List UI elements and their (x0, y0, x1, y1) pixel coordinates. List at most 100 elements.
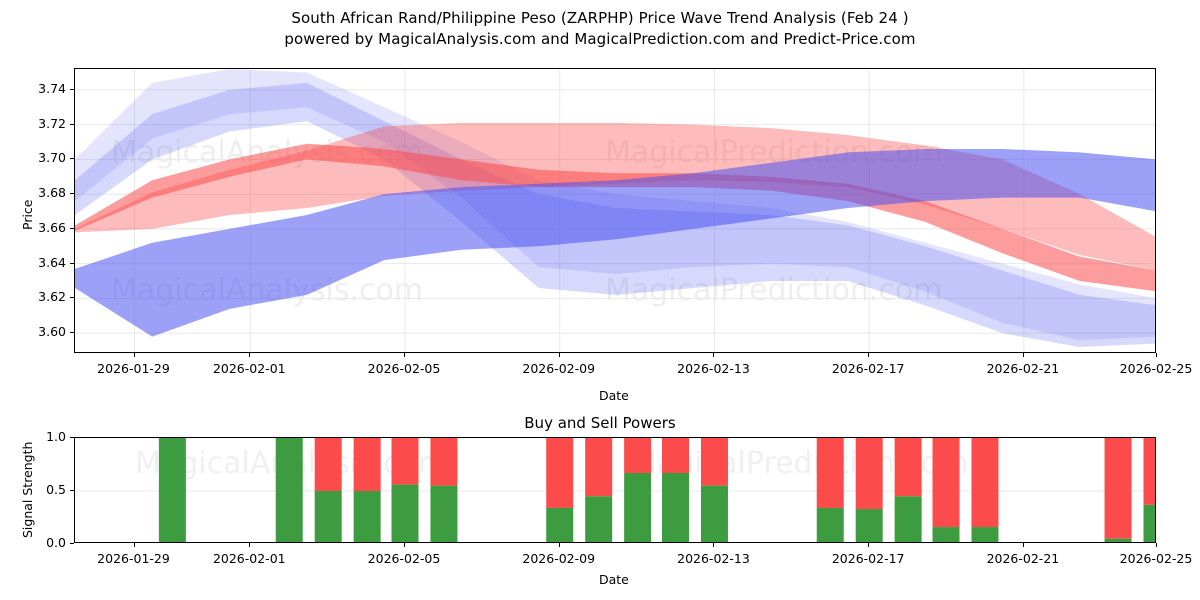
price-y-axis-label: Price (20, 199, 35, 231)
sell-power-bar (662, 438, 690, 473)
price-xtick-mark (404, 353, 405, 357)
buy-sell-powers-plot: MagicalAnalysis.com MagicalPrediction.co… (74, 437, 1156, 543)
price-xtick: 2026-02-21 (986, 361, 1060, 376)
signal-xtick: 2026-02-13 (677, 551, 750, 566)
sell-power-bar (700, 438, 728, 486)
price-xtick-mark (133, 353, 135, 357)
buy-power-bar (971, 527, 999, 542)
signal-xtick: 2026-02-25 (1119, 551, 1193, 566)
sell-power-bar (971, 438, 999, 528)
signal-xtick: 2026-02-21 (986, 551, 1060, 566)
buy-power-bar (1143, 504, 1155, 542)
sell-power-bar (1104, 438, 1132, 539)
price-ytick: 3.74 (38, 80, 66, 96)
price-xtick-mark (1022, 353, 1024, 357)
price-ytick-mark (70, 88, 74, 90)
sell-power-bar (430, 438, 458, 486)
price-wave-svg (75, 69, 1155, 352)
page-title: South African Rand/Philippine Peso (ZARP… (0, 8, 1200, 50)
signal-xtick-mark (249, 543, 251, 547)
signal-xtick-mark (868, 543, 870, 547)
price-ytick-mark (70, 227, 74, 229)
signal-ytick-mark (70, 490, 74, 491)
sell-power-bar (391, 438, 419, 485)
signal-bars-svg (75, 438, 1155, 542)
price-xtick-mark (558, 353, 560, 357)
signal-xtick: 2026-02-17 (831, 551, 905, 566)
buy-power-bar (932, 527, 960, 542)
price-ytick-mark (70, 262, 74, 264)
sell-power-bar (855, 438, 883, 510)
price-ytick-mark (70, 193, 74, 195)
sell-power-bar (894, 438, 922, 497)
title-line-2: powered by MagicalAnalysis.com and Magic… (284, 30, 916, 48)
signal-ytick: 1.0 (46, 429, 66, 444)
price-ytick: 3.62 (38, 289, 66, 305)
sell-power-bar (1143, 438, 1155, 505)
buy-power-bar (353, 491, 381, 542)
signal-xtick-mark (133, 543, 135, 547)
sell-power-bar (932, 438, 960, 528)
signal-chart-title: Buy and Sell Powers (524, 414, 676, 432)
buy-power-bar (816, 507, 844, 542)
signal-xtick: 2026-02-01 (212, 551, 286, 566)
signal-xtick-mark (558, 543, 560, 547)
price-xtick: 2026-02-25 (1119, 361, 1193, 376)
price-xtick-mark (868, 353, 870, 357)
price-ytick: 3.68 (38, 185, 66, 201)
buy-power-bar (275, 438, 303, 542)
signal-x-axis-label: Date (599, 572, 629, 587)
title-line-1: South African Rand/Philippine Peso (ZARP… (291, 9, 909, 27)
buy-power-bar (855, 509, 883, 542)
price-ytick-mark (70, 123, 74, 125)
price-xtick: 2026-01-29 (97, 361, 170, 376)
price-xtick-mark (249, 353, 251, 357)
buy-power-bar (391, 484, 419, 542)
price-xtick: 2026-02-17 (831, 361, 905, 376)
signal-xtick: 2026-02-09 (522, 551, 596, 566)
price-ytick-mark (70, 332, 74, 334)
price-ytick-mark (70, 297, 74, 299)
signal-ytick: 0.0 (46, 535, 66, 550)
buy-power-bar (546, 507, 574, 542)
sell-power-bar (585, 438, 613, 497)
signal-ytick: 0.5 (46, 482, 66, 497)
price-xtick-mark (1156, 353, 1157, 357)
sell-power-bar (624, 438, 652, 473)
price-xtick: 2026-02-13 (677, 361, 750, 376)
signal-xtick: 2026-01-29 (97, 551, 170, 566)
price-x-axis-label: Date (599, 388, 629, 403)
price-wave-plot: MagicalAnalysis.com MagicalPrediction.co… (74, 68, 1156, 353)
buy-power-bar (1104, 538, 1132, 542)
sell-power-bar (816, 438, 844, 508)
price-ytick: 3.66 (38, 219, 66, 235)
price-ytick: 3.72 (38, 115, 66, 131)
buy-power-bar (314, 491, 342, 542)
buy-power-bar (662, 472, 690, 542)
sell-power-bar (314, 438, 342, 491)
signal-xtick-mark (1156, 543, 1157, 547)
price-ytick: 3.60 (38, 324, 66, 340)
buy-power-bar (430, 485, 458, 542)
buy-power-bar (158, 438, 186, 542)
price-xtick-mark (713, 353, 715, 357)
buy-power-bar (585, 496, 613, 542)
signal-xtick: 2026-02-05 (367, 551, 441, 566)
buy-power-bar (624, 472, 652, 542)
signal-xtick-mark (1022, 543, 1024, 547)
price-ytick: 3.64 (38, 254, 66, 270)
signal-ytick-mark (70, 437, 74, 438)
price-ytick: 3.70 (38, 150, 66, 166)
signal-ytick-mark (70, 543, 74, 544)
signal-xtick-mark (713, 543, 715, 547)
sell-power-bar (546, 438, 574, 508)
sell-power-bar (353, 438, 381, 491)
price-xtick: 2026-02-09 (522, 361, 596, 376)
buy-power-bar (700, 485, 728, 542)
price-ytick-mark (70, 158, 74, 160)
price-xtick: 2026-02-05 (367, 361, 441, 376)
price-xtick: 2026-02-01 (212, 361, 286, 376)
buy-power-bar (894, 496, 922, 542)
signal-xtick-mark (404, 543, 405, 547)
